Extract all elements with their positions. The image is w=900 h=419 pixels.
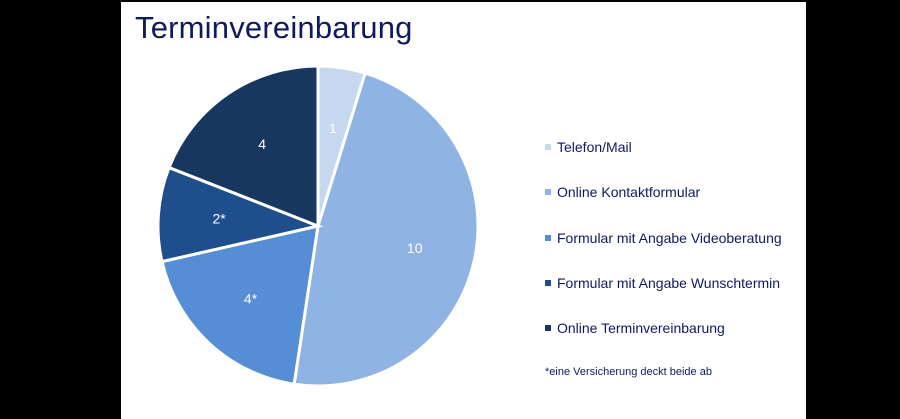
data-label: 4* — [244, 291, 258, 307]
pie-slice — [292, 71, 480, 388]
legend-item-wunschtermin: Formular mit Angabe Wunschtermin — [545, 275, 780, 291]
pie-slice — [160, 224, 320, 386]
footnote: *eine Versicherung deckt beide ab — [545, 366, 712, 378]
legend-swatch — [545, 280, 551, 286]
legend-item-videoberatung: Formular mit Angabe Videoberatung — [545, 230, 782, 246]
pie-slice — [156, 165, 324, 264]
legend-item-online-terminvereinbarung: Online Terminvereinbarung — [545, 320, 725, 336]
data-label: 10 — [407, 240, 423, 256]
legend-item-telefon-mail: Telefon/Mail — [545, 139, 632, 155]
chart-title: Terminvereinbarung — [135, 10, 413, 45]
slide: Terminvereinbarung 1 10 4* 2* 4 Telefon/Mail… — [121, 2, 806, 419]
legend-item-online-kontaktformular: Online Kontaktformular — [545, 184, 700, 200]
legend-swatch — [545, 189, 551, 195]
legend-swatch — [545, 144, 551, 150]
pie-slice — [167, 64, 320, 229]
pie-chart: 1 10 4* 2* 4 — [156, 64, 480, 388]
data-label: 4 — [258, 136, 266, 152]
legend-swatch — [545, 325, 551, 331]
data-label: 1 — [329, 120, 337, 136]
legend-swatch — [545, 235, 551, 241]
data-label: 2* — [212, 211, 226, 227]
